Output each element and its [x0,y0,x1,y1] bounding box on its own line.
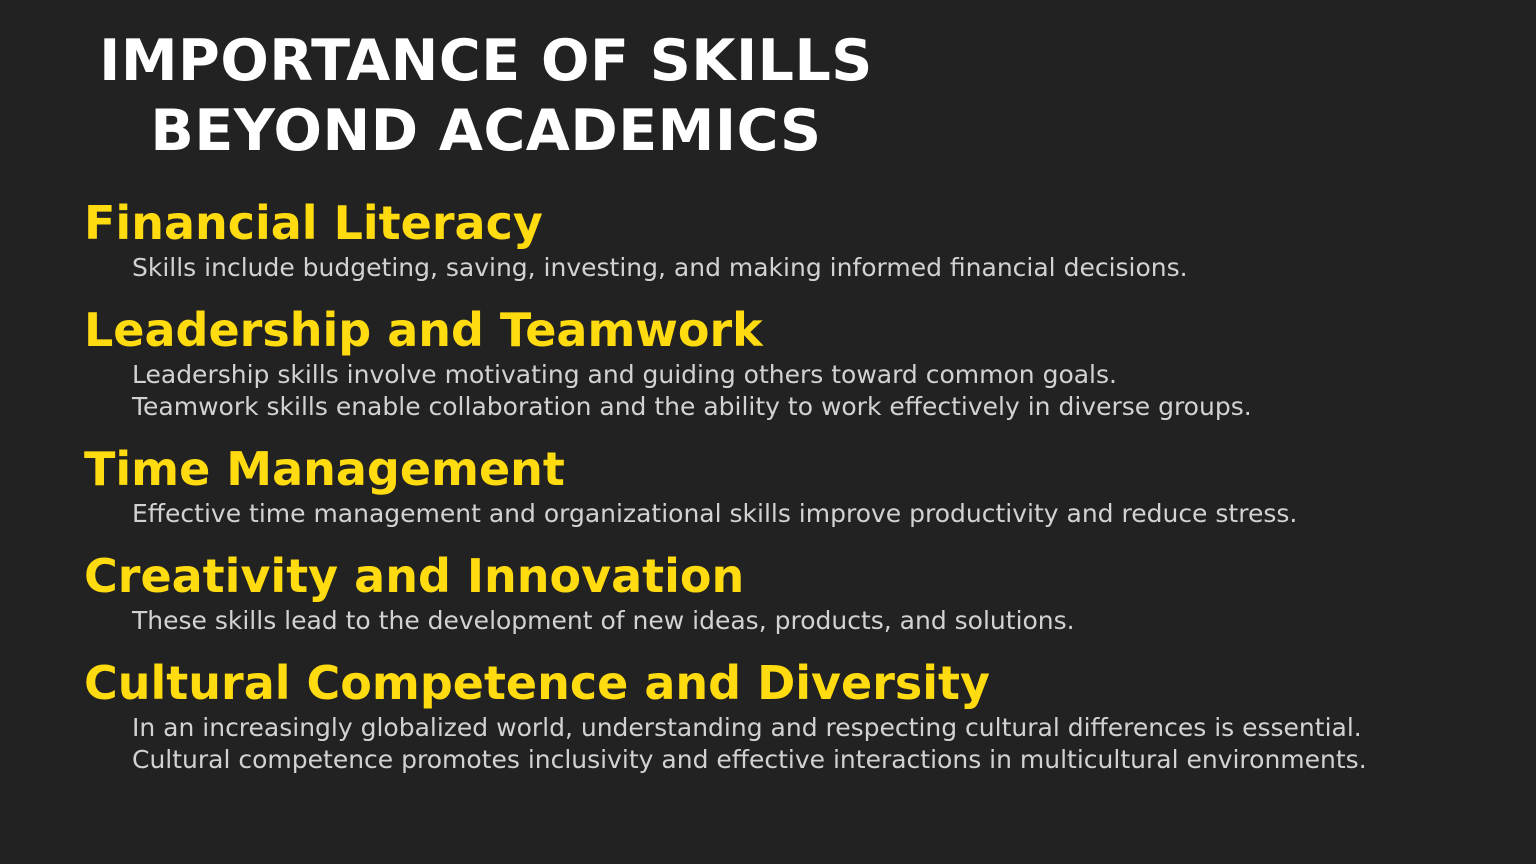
section-heading: Cultural Competence and Diversity [84,656,991,710]
section-cultural-competence: Cultural Competence and Diversity In an … [84,654,1504,776]
section-description: Skills include budgeting, saving, invest… [132,253,1188,282]
section-description: Cultural competence promotes inclusivity… [132,745,1367,774]
slide-title-line-2: BEYOND ACADEMICS [150,98,822,164]
section-description: These skills lead to the development of … [132,606,1075,635]
section-description: In an increasingly globalized world, und… [132,713,1362,742]
section-description: Leadership skills involve motivating and… [132,360,1117,389]
skills-list: Financial Literacy Skills include budget… [84,194,1504,776]
section-leadership-teamwork: Leadership and Teamwork Leadership skill… [84,301,1504,423]
section-financial-literacy: Financial Literacy Skills include budget… [84,194,1504,284]
slide-title: IMPORTANCE OF SKILLS BEYOND ACADEMICS [86,26,886,166]
section-heading: Creativity and Innovation [84,549,745,603]
section-description: Teamwork skills enable collaboration and… [132,392,1252,421]
slide-title-line-1: IMPORTANCE OF SKILLS [99,28,873,94]
section-time-management: Time Management Effective time managemen… [84,440,1504,530]
section-heading: Financial Literacy [84,196,543,250]
section-description: Effective time management and organizati… [132,499,1298,528]
section-heading: Leadership and Teamwork [84,303,763,357]
section-creativity-innovation: Creativity and Innovation These skills l… [84,547,1504,637]
section-heading: Time Management [84,442,565,496]
